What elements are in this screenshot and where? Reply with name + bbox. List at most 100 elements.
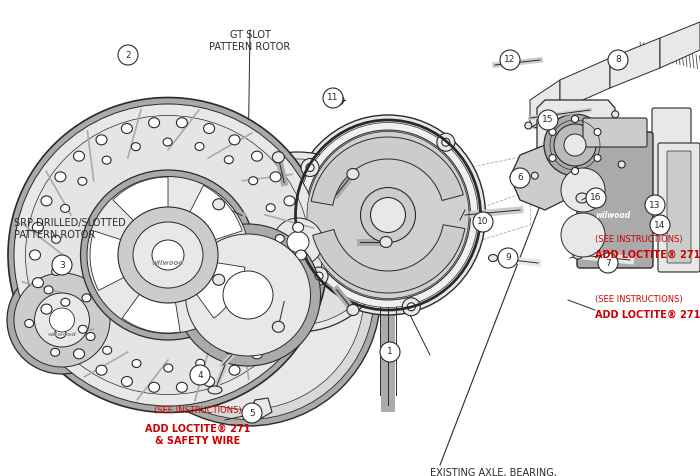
Ellipse shape [204, 377, 215, 387]
Ellipse shape [301, 159, 319, 177]
Polygon shape [530, 80, 560, 128]
Ellipse shape [87, 177, 249, 334]
Ellipse shape [290, 115, 486, 315]
Wedge shape [248, 240, 312, 295]
Circle shape [473, 212, 493, 232]
Text: 7: 7 [605, 258, 611, 268]
Ellipse shape [148, 118, 160, 128]
Ellipse shape [576, 193, 588, 203]
Text: 13: 13 [650, 200, 661, 209]
Ellipse shape [41, 304, 52, 314]
Ellipse shape [347, 169, 359, 179]
Polygon shape [510, 145, 575, 210]
Ellipse shape [132, 143, 140, 151]
Circle shape [380, 342, 400, 362]
Wedge shape [248, 295, 311, 352]
Ellipse shape [132, 180, 364, 409]
FancyBboxPatch shape [652, 108, 691, 222]
Ellipse shape [573, 251, 583, 259]
Ellipse shape [25, 319, 34, 327]
Ellipse shape [213, 274, 225, 285]
Ellipse shape [347, 305, 359, 316]
Ellipse shape [132, 359, 141, 367]
Ellipse shape [82, 294, 91, 302]
Ellipse shape [29, 250, 41, 260]
Ellipse shape [213, 159, 383, 325]
Text: (SEE INSTRUCTIONS): (SEE INSTRUCTIONS) [595, 235, 682, 244]
Ellipse shape [55, 328, 66, 338]
Wedge shape [206, 230, 257, 295]
Polygon shape [560, 58, 610, 110]
Ellipse shape [525, 122, 532, 129]
Text: 2: 2 [125, 50, 131, 60]
Ellipse shape [273, 218, 323, 266]
Ellipse shape [176, 118, 188, 128]
Ellipse shape [275, 267, 284, 275]
Text: 11: 11 [328, 93, 339, 102]
FancyBboxPatch shape [667, 151, 691, 263]
Ellipse shape [251, 151, 262, 161]
Ellipse shape [554, 124, 596, 166]
Ellipse shape [229, 135, 240, 145]
Ellipse shape [25, 116, 311, 395]
Circle shape [498, 248, 518, 268]
Ellipse shape [549, 129, 556, 136]
Ellipse shape [287, 231, 309, 252]
Circle shape [538, 110, 558, 130]
Ellipse shape [41, 196, 52, 206]
Ellipse shape [86, 333, 95, 340]
Ellipse shape [564, 134, 586, 156]
Text: ADD LOCTITE® 271: ADD LOCTITE® 271 [595, 310, 700, 320]
Wedge shape [113, 177, 168, 255]
Ellipse shape [270, 328, 281, 338]
Ellipse shape [594, 129, 601, 136]
Polygon shape [537, 100, 615, 193]
Circle shape [190, 365, 210, 385]
Ellipse shape [164, 364, 173, 372]
Circle shape [510, 168, 530, 188]
Ellipse shape [380, 237, 392, 248]
Ellipse shape [176, 382, 188, 392]
Ellipse shape [61, 298, 70, 306]
Ellipse shape [55, 172, 66, 182]
Ellipse shape [102, 156, 111, 164]
Text: ADD LOCTITE® 271
& SAFETY WIRE: ADD LOCTITE® 271 & SAFETY WIRE [146, 424, 251, 446]
Polygon shape [610, 38, 660, 88]
Ellipse shape [78, 177, 87, 185]
Ellipse shape [14, 104, 322, 406]
Text: 3: 3 [59, 260, 65, 269]
Ellipse shape [266, 204, 275, 212]
Wedge shape [313, 225, 465, 293]
Text: 9: 9 [505, 254, 511, 262]
Wedge shape [168, 186, 242, 255]
Text: 16: 16 [590, 194, 602, 202]
Text: (SEE INSTRUCTIONS): (SEE INSTRUCTIONS) [595, 295, 682, 304]
Text: wilwood: wilwood [596, 210, 631, 219]
Ellipse shape [370, 198, 405, 232]
Text: (SEE INSTRUCTIONS): (SEE INSTRUCTIONS) [154, 406, 242, 415]
Circle shape [323, 88, 343, 108]
Ellipse shape [224, 156, 233, 164]
Ellipse shape [489, 255, 498, 261]
Ellipse shape [307, 131, 469, 298]
Text: 12: 12 [504, 56, 516, 65]
Ellipse shape [310, 267, 328, 285]
Circle shape [608, 50, 628, 70]
Ellipse shape [133, 222, 203, 288]
Ellipse shape [176, 224, 321, 366]
Ellipse shape [206, 152, 391, 332]
FancyBboxPatch shape [583, 118, 647, 147]
Ellipse shape [103, 346, 112, 354]
Ellipse shape [34, 293, 90, 347]
Circle shape [598, 253, 618, 273]
Ellipse shape [118, 207, 218, 303]
Text: 8: 8 [615, 56, 621, 65]
Ellipse shape [284, 304, 295, 314]
Ellipse shape [8, 98, 328, 413]
Ellipse shape [96, 365, 107, 375]
Text: EXISTING AXLE, BEARING,
FLANGE AND BOLTS: EXISTING AXLE, BEARING, FLANGE AND BOLTS [430, 468, 557, 476]
Ellipse shape [225, 346, 234, 354]
Ellipse shape [315, 272, 323, 280]
Polygon shape [248, 398, 272, 420]
Ellipse shape [612, 111, 619, 118]
